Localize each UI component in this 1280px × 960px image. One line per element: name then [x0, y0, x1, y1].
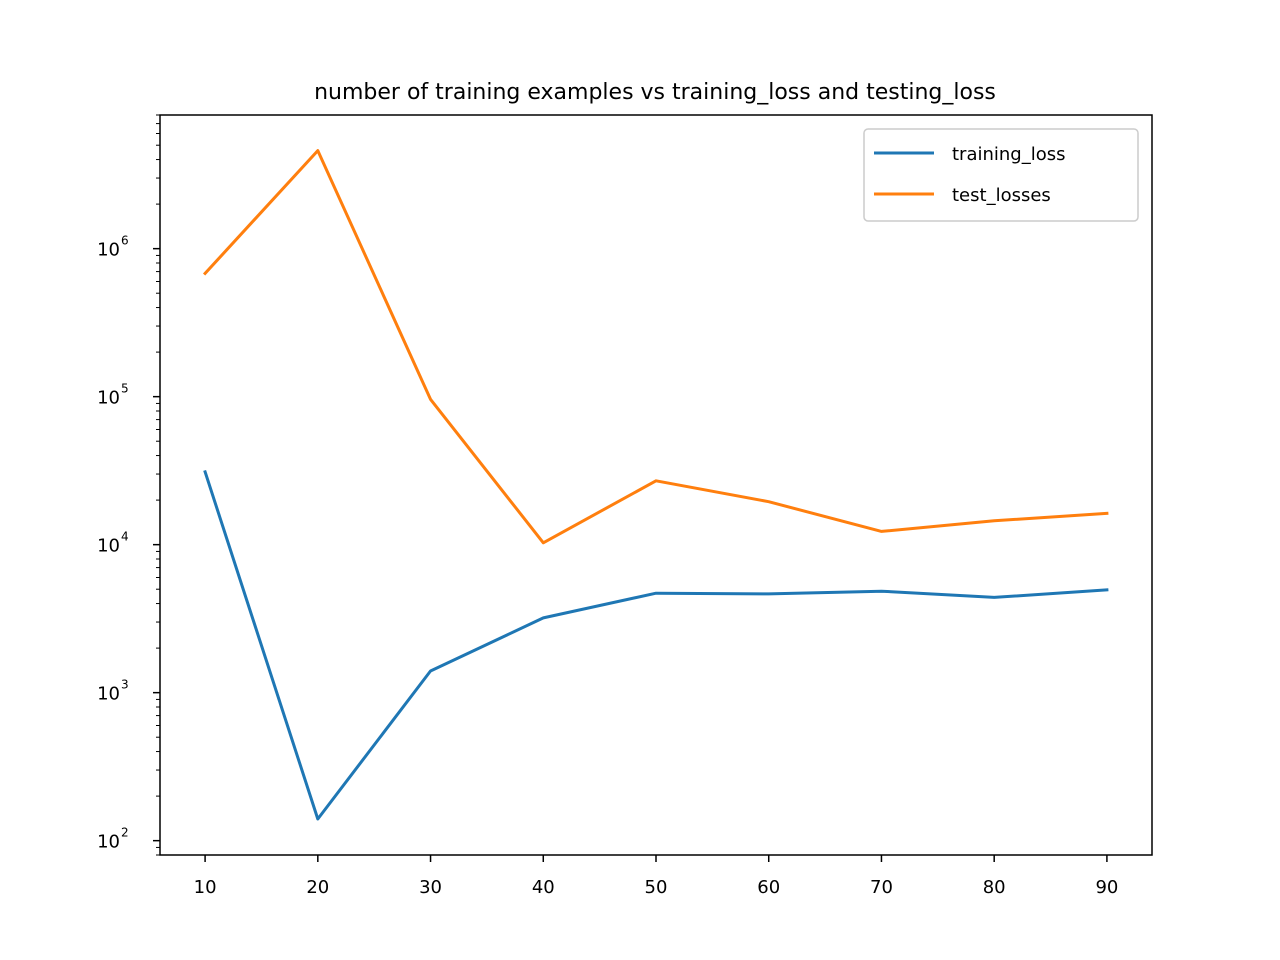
x-tick-label: 50 — [645, 877, 668, 898]
x-tick-label: 40 — [532, 877, 555, 898]
y-tick-exponent: 3 — [121, 678, 129, 692]
x-tick-label: 80 — [983, 877, 1006, 898]
y-tick-label: 10 — [97, 536, 120, 557]
x-tick-label: 30 — [419, 877, 442, 898]
legend-label: test_losses — [952, 185, 1051, 206]
chart-title: number of training examples vs training_… — [314, 80, 996, 105]
y-tick-exponent: 6 — [121, 234, 129, 248]
x-tick-label: 60 — [757, 877, 780, 898]
series-line-training-loss — [203, 470, 1109, 821]
plot-frame — [159, 114, 1153, 856]
y-tick-label: 10 — [97, 684, 120, 705]
series-line-test-losses — [202, 149, 1109, 545]
x-tick-label: 70 — [870, 877, 893, 898]
y-tick-exponent: 2 — [121, 826, 129, 840]
x-tick-label: 20 — [306, 877, 329, 898]
legend: training_loss test_losses — [863, 128, 1139, 222]
y-tick-exponent: 4 — [121, 530, 129, 544]
legend-box — [863, 128, 1139, 222]
y-tick-label: 10 — [97, 832, 120, 853]
series-layer — [202, 149, 1109, 821]
legend-label: training_loss — [952, 144, 1066, 165]
y-tick-label: 10 — [97, 388, 120, 409]
x-tick-label: 90 — [1095, 877, 1118, 898]
x-tick-label: 10 — [194, 877, 217, 898]
y-tick-label: 10 — [97, 240, 120, 261]
y-tick-exponent: 5 — [121, 382, 129, 396]
